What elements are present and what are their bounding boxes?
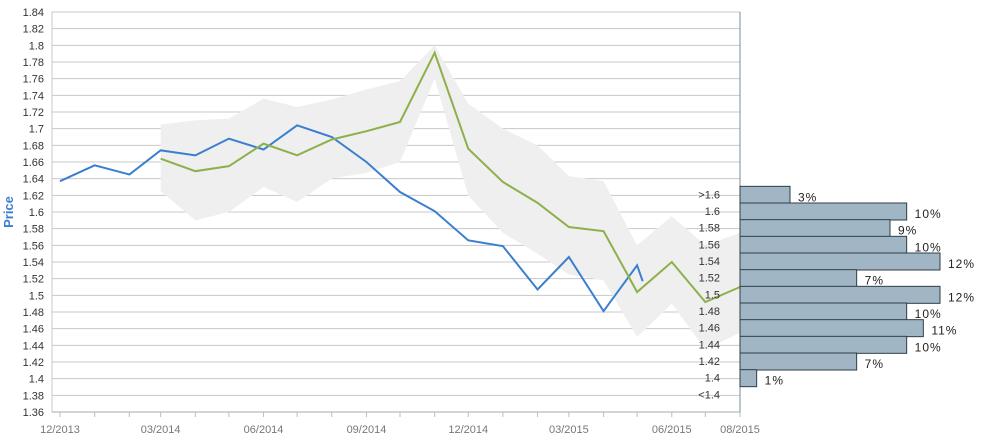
distribution-pct-label: 7% xyxy=(865,274,884,288)
y-tick-label: 1.82 xyxy=(23,24,44,36)
distribution-bar xyxy=(739,319,924,338)
y-tick-label: 1.48 xyxy=(23,307,44,319)
blue-series-line xyxy=(59,124,644,313)
distribution-bar xyxy=(739,235,908,254)
distribution-label: 1.5 xyxy=(705,289,720,301)
distribution-bar xyxy=(739,269,858,288)
distribution-pct-label: 1% xyxy=(765,374,784,388)
distribution-bar xyxy=(739,252,941,271)
y-tick-label: 1.6 xyxy=(29,207,44,219)
y-tick-label: 1.76 xyxy=(23,74,44,86)
distribution-bar xyxy=(739,335,908,354)
distribution-bar xyxy=(739,285,941,304)
x-tick-label: 09/2014 xyxy=(347,424,387,436)
distribution-label: 1.58 xyxy=(699,223,720,235)
distribution-pct-label: 12% xyxy=(948,257,975,271)
distribution-label: 1.42 xyxy=(699,356,720,368)
distribution-label: 1.6 xyxy=(705,206,720,218)
y-tick-label: 1.54 xyxy=(23,257,44,269)
distribution-label: 1.48 xyxy=(699,306,720,318)
distribution-label: 1.46 xyxy=(699,323,720,335)
y-tick-label: 1.4 xyxy=(29,374,44,386)
y-tick-label: 1.64 xyxy=(23,174,44,186)
distribution-pct-label: 9% xyxy=(898,224,917,238)
distribution-bar xyxy=(739,219,891,238)
y-tick-label: 1.7 xyxy=(29,124,44,136)
y-tick-label: 1.58 xyxy=(23,224,44,236)
y-tick-label: 1.84 xyxy=(23,7,44,19)
distribution-pct-label: 3% xyxy=(798,190,817,204)
distribution-label: 1.44 xyxy=(699,339,720,351)
y-tick-label: 1.5 xyxy=(29,290,44,302)
y-tick-label: 1.62 xyxy=(23,190,44,202)
series-lines xyxy=(59,50,741,313)
distribution-pct-label: 10% xyxy=(915,340,942,354)
distribution-label: >1.6 xyxy=(698,189,720,201)
grid-lines xyxy=(52,11,740,413)
y-tick-label: 1.72 xyxy=(23,107,44,119)
distribution-bar xyxy=(739,352,858,371)
y-tick-label: 1.66 xyxy=(23,157,44,169)
distribution-pct-label: 7% xyxy=(865,357,884,371)
distribution-label: 1.4 xyxy=(705,373,720,385)
distribution-bar xyxy=(739,302,908,321)
y-tick-label: 1.74 xyxy=(23,90,44,102)
x-tick-label: 12/2014 xyxy=(448,424,488,436)
distribution-bar xyxy=(739,185,791,204)
distribution-pct-label: 12% xyxy=(948,290,975,304)
distribution-pct-label: 11% xyxy=(931,324,957,338)
y-axis-label: Price xyxy=(1,196,16,228)
y-tick-label: 1.8 xyxy=(29,40,44,52)
green-series-line xyxy=(160,50,741,304)
y-tick-label: 1.44 xyxy=(23,340,44,352)
distribution-label: <1.4 xyxy=(698,389,720,401)
x-tick-label: 08/2015 xyxy=(720,424,760,436)
y-tick-label: 1.56 xyxy=(23,240,44,252)
y-tick-label: 1.52 xyxy=(23,274,44,286)
distribution-label: 1.52 xyxy=(699,273,720,285)
y-tick-label: 1.46 xyxy=(23,324,44,336)
x-tick-label: 03/2015 xyxy=(549,424,589,436)
axes: 1.36 1.38 1.4 1.42 1.44 1.46 1.48 1.5 1.52 1.54 1.… xyxy=(23,7,760,436)
x-tick-label: 06/2015 xyxy=(652,424,692,436)
y-tick-label: 1.36 xyxy=(23,407,44,419)
distribution-bar xyxy=(739,369,758,388)
distribution-label: 1.54 xyxy=(699,256,720,268)
distribution-pct-label: 10% xyxy=(915,207,942,221)
x-tick-label: 12/2013 xyxy=(40,424,80,436)
x-tick-label: 06/2014 xyxy=(244,424,284,436)
y-tick-label: 1.68 xyxy=(23,140,44,152)
distribution-bars: >1.6 3% 1.6 10% 1.58 9% 1.56 10% 1.54 12% 1.52 7% 1.… xyxy=(698,185,975,401)
distribution-bar xyxy=(739,202,908,221)
distribution-pct-label: 10% xyxy=(915,240,942,254)
forecast-band-area xyxy=(160,45,740,350)
x-tick-label: 03/2014 xyxy=(141,424,181,436)
y-tick-label: 1.42 xyxy=(23,357,44,369)
distribution-pct-label: 10% xyxy=(915,307,942,321)
forecast-band xyxy=(160,45,740,350)
y-tick-label: 1.78 xyxy=(23,57,44,69)
distribution-label: 1.56 xyxy=(699,239,720,251)
y-tick-label: 1.38 xyxy=(23,390,44,402)
